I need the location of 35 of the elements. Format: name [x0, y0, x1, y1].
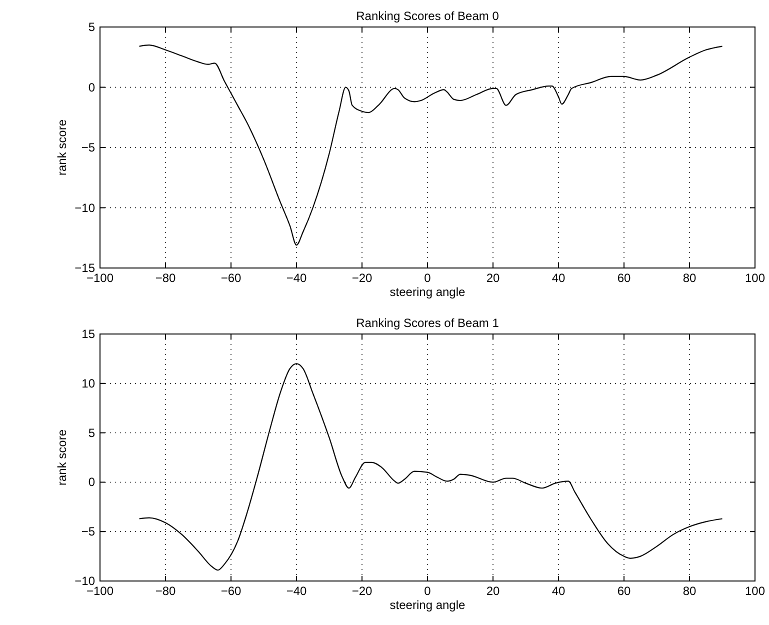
x-tick-label: 0	[424, 271, 432, 285]
x-tick-label: 20	[486, 584, 500, 598]
x-tick-label: −20	[352, 271, 372, 285]
x-tick-label: −80	[155, 271, 176, 285]
x-tick-label: 100	[744, 584, 766, 598]
x-tick-label: −40	[286, 584, 307, 598]
chart-title: Ranking Scores of Beam 0	[356, 9, 500, 23]
y-tick-label: 0	[88, 80, 96, 94]
x-tick-label: 40	[552, 271, 566, 285]
x-tick-label: 80	[682, 271, 696, 285]
x-tick-label: −80	[155, 584, 176, 598]
x-axis-title: steering angle	[390, 285, 466, 299]
y-tick-label: 5	[88, 426, 96, 440]
y-tick-label: −5	[81, 140, 96, 154]
x-axis-title: steering angle	[390, 598, 466, 612]
x-tick-label: 80	[682, 584, 696, 598]
y-tick-label: −5	[81, 524, 96, 539]
x-tick-label: 0	[424, 584, 432, 598]
chart-title: Ranking Scores of Beam 1	[356, 316, 500, 330]
y-axis-title: rank score	[55, 429, 69, 486]
x-tick-label: 100	[744, 271, 766, 285]
y-tick-label: 0	[88, 475, 96, 490]
y-tick-label: 5	[88, 20, 96, 34]
y-tick-label: −10	[74, 200, 96, 215]
x-tick-label: 60	[617, 271, 631, 285]
y-axis-title: rank score	[55, 119, 69, 176]
x-tick-label: −60	[220, 271, 242, 285]
y-tick-label: 10	[82, 376, 96, 390]
x-tick-label: −20	[352, 584, 372, 598]
x-tick-label: 20	[486, 271, 500, 285]
y-tick-label: 15	[82, 327, 96, 341]
x-tick-label: −40	[286, 271, 307, 285]
x-tick-label: 40	[552, 584, 566, 598]
x-tick-label: 60	[617, 584, 631, 598]
x-tick-label: −60	[220, 584, 242, 598]
